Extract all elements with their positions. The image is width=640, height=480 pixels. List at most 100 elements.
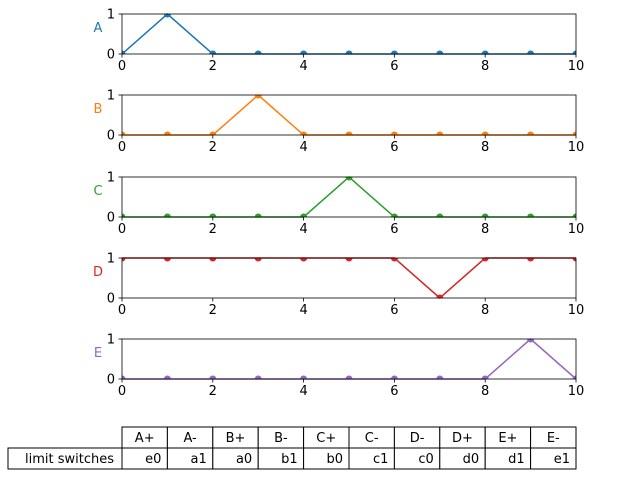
panel-c-data-point	[300, 213, 308, 217]
panel-a-data-point	[300, 50, 308, 54]
panel-c-data-point	[163, 213, 171, 217]
panel-a-data-point	[254, 50, 262, 54]
panel-b-x-tick-label: 6	[390, 140, 398, 155]
panel-d-x-tick-label: 10	[568, 303, 585, 318]
panel-a-x-tick-label: 8	[481, 59, 489, 74]
panel-e-x-tick-label: 4	[299, 384, 307, 399]
panel-e-y-axis-label: E	[94, 346, 102, 361]
table-header-label: E-	[547, 431, 560, 446]
panel-e-x-tick-label: 10	[568, 384, 585, 399]
panel-b-y-tick-label: 0	[107, 129, 115, 144]
panel-b-y-axis-label: B	[94, 102, 103, 117]
panel-a-series-line	[121, 13, 576, 55]
panel-c-x-tick-label: 0	[118, 222, 126, 237]
table-cell-value: e1	[554, 452, 570, 467]
panel-c-data-point	[209, 213, 217, 217]
panel-b-data-point	[572, 131, 576, 135]
panel-c-y-tick-label: 0	[107, 211, 115, 226]
panel-b-data-point	[527, 131, 535, 135]
panel-a-data-point	[390, 50, 398, 54]
table-data-cell	[530, 447, 577, 470]
panel-e-axes-frame	[121, 338, 577, 380]
panel-e-data-point	[209, 375, 217, 379]
panel-e-y-tick-label: 1	[107, 333, 115, 348]
panel-c-data-point	[572, 213, 576, 217]
table-cell-value: d1	[508, 452, 525, 467]
table-cell-value: b1	[281, 452, 298, 467]
panel-c-data-point	[390, 213, 398, 217]
panel-e-data-point	[163, 375, 171, 379]
panel-b-data-point	[345, 131, 353, 135]
panel-c-data-point	[527, 213, 535, 217]
table-header-label: B+	[226, 431, 246, 446]
panel-c-y-tick-label: 1	[107, 171, 115, 186]
table-cell-value: c0	[418, 452, 433, 467]
panel-a-y-tick-label: 0	[107, 48, 115, 63]
panel-d-y-axis-label: D	[93, 265, 103, 280]
panel-e-data-point	[481, 375, 489, 379]
panel-e-y-tick-label: 0	[107, 373, 115, 388]
panel-c-data-point	[436, 213, 444, 217]
panel-d-y-tick-label: 0	[107, 292, 115, 307]
panel-b-series-line	[122, 94, 576, 136]
panel-d-data-point	[481, 258, 489, 262]
panel-e-data-point	[254, 375, 262, 379]
panel-e-x-tick-label: 6	[390, 384, 398, 399]
panel-e-data-point	[390, 375, 398, 379]
panel-c-y-axis-label: C	[93, 184, 102, 199]
panel-e-x-tick-label: 2	[209, 384, 217, 399]
table-row-label: limit switches	[25, 452, 114, 467]
panel-c-x-tick-label: 4	[299, 222, 307, 237]
table-header-label: C-	[365, 431, 379, 446]
panel-d-data-point	[436, 294, 444, 298]
panel-d-axes-frame	[121, 257, 577, 299]
panel-c-x-tick-label: 2	[209, 222, 217, 237]
table-cell-value: c1	[373, 452, 388, 467]
panel-c-axes-frame	[121, 176, 577, 218]
panel-c-data-point	[122, 213, 126, 217]
panel-a-x-tick-label: 4	[299, 59, 307, 74]
panel-c-x-tick-label: 10	[568, 222, 585, 237]
panel-a-data-point	[481, 50, 489, 54]
panel-b-data-point	[122, 131, 126, 135]
panel-e-data-point	[300, 375, 308, 379]
panel-b-x-tick-label: 8	[481, 140, 489, 155]
panel-b-data-point	[300, 131, 308, 135]
panel-b-data-point	[209, 131, 217, 135]
panel-b-y-tick-label: 1	[107, 89, 115, 104]
panel-d-y-tick-label: 1	[107, 252, 115, 267]
table-header-label: A+	[135, 431, 155, 446]
panel-b-data-point	[254, 95, 262, 99]
panel-a-data-point	[527, 50, 535, 54]
panel-b-x-tick-label: 2	[209, 140, 217, 155]
panel-a-y-tick-label: 1	[107, 8, 115, 23]
panel-b-data-point	[481, 131, 489, 135]
panel-d-data-point	[572, 258, 576, 262]
panel-d-x-tick-label: 4	[299, 303, 307, 318]
panel-a-data-point	[122, 50, 126, 54]
panel-e-x-tick-label: 8	[481, 384, 489, 399]
panel-e-series-line	[122, 338, 577, 380]
panel-b-x-tick-label: 0	[118, 140, 126, 155]
panel-b-data-point	[436, 131, 444, 135]
panel-a-x-tick-label: 6	[390, 59, 398, 74]
panel-d-data-point	[527, 258, 535, 262]
panel-e-data-point	[436, 375, 444, 379]
panel-e-data-point	[527, 339, 535, 343]
panel-e-data-point	[572, 375, 576, 379]
panel-d-data-point	[254, 258, 262, 262]
panel-c-x-tick-label: 8	[481, 222, 489, 237]
panel-d-x-tick-label: 2	[209, 303, 217, 318]
panel-a-x-tick-label: 10	[568, 59, 585, 74]
panel-d-data-point	[345, 258, 353, 262]
panel-a-data-point	[345, 50, 353, 54]
table-header-label: C+	[316, 431, 336, 446]
table-header-label: D+	[452, 431, 473, 446]
panel-d-data-point	[300, 258, 308, 262]
panel-c-data-point	[481, 213, 489, 217]
panel-c-data-point	[345, 177, 353, 181]
panel-d-data-point	[390, 258, 398, 262]
panel-b-axes-frame	[121, 94, 577, 136]
table-header-label: A-	[183, 431, 197, 446]
